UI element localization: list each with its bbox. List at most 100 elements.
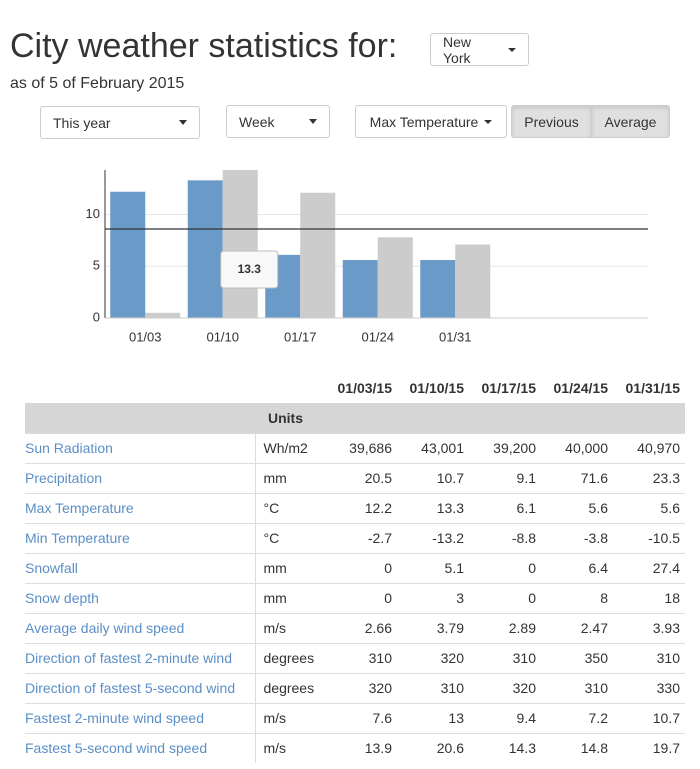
units-header: Units [255,403,325,433]
row-value: 9.1 [469,462,541,493]
row-value: 350 [541,642,613,673]
row-value: 7.2 [541,702,613,733]
bar [420,260,456,318]
row-value: 18 [613,582,685,613]
table-row: Sun Radiation Wh/m2 39,686 43,001 39,200 40,0… [25,432,685,463]
row-unit: °C [254,522,325,553]
period-label: This year [53,114,111,131]
header-cell [25,373,255,403]
row-name: Average daily wind speed [25,612,255,643]
interval-select[interactable]: Week [226,105,330,138]
row-value: 320 [469,672,541,703]
row-value: 13.3 [397,492,469,523]
city-label: New York [443,33,472,66]
row-value: 6.4 [541,552,613,583]
row-value: 310 [325,642,397,673]
row-value: 2.66 [325,612,397,643]
bar [342,260,378,318]
x-tick-label: 01/24 [361,329,394,344]
units-cell [613,403,685,433]
row-value: -10.5 [613,522,685,553]
row-value: 40,000 [541,432,613,463]
row-unit: mm [254,462,325,493]
toggle-label: Average [604,113,657,130]
row-value: 39,686 [325,432,397,463]
row-unit: mm [254,552,325,583]
x-tick-label: 01/10 [206,329,239,344]
row-value: 20.5 [325,462,397,493]
row-value: 23.3 [613,462,685,493]
units-cell [25,403,255,433]
column-header: 01/03/15 [337,380,393,396]
row-value: 310 [613,642,685,673]
row-value: 13 [397,702,469,733]
row-value: 310 [397,672,469,703]
row-value: 10.7 [613,702,685,733]
row-name: Max Temperature [25,492,255,523]
row-value: 6.1 [469,492,541,523]
row-value: 43,001 [397,432,469,463]
row-value: 3.93 [613,612,685,643]
units-cell [469,403,541,433]
row-value: 10.7 [397,462,469,493]
table-row: Snow depth mm 0 3 0 8 18 [25,582,685,613]
table-row: Average daily wind speed m/s 2.66 3.79 2.89 2… [25,612,685,643]
chart: 0 5 10 01/03 01/10 01/17 01/24 01/31 13.3 [86,170,648,344]
column-header: 01/17/15 [481,380,537,396]
row-name: Snow depth [25,582,255,613]
row-name: Precipitation [25,462,255,493]
bar [222,170,258,318]
row-unit: degrees [254,642,325,673]
column-header: 01/10/15 [409,380,465,396]
table-row: Max Temperature °C 12.2 13.3 6.1 5.6 5.6 [25,492,685,523]
bar [187,180,223,318]
row-value: -2.7 [325,522,397,553]
interval-label: Week [239,113,275,130]
row-name: Min Temperature [25,522,255,553]
row-value: 14.3 [469,732,541,763]
table-row: Direction of fastest 5-second wind degree… [25,672,685,703]
y-tick-label: 5 [93,258,100,273]
row-value: 0 [325,582,397,613]
row-value: 7.6 [325,702,397,733]
period-select[interactable]: This year [40,106,200,139]
x-tick-label: 01/17 [284,329,317,344]
row-value: -13.2 [397,522,469,553]
bar [110,191,146,318]
row-value: 39,200 [469,432,541,463]
row-value: 20.6 [397,732,469,763]
y-tick-label: 0 [93,309,100,324]
table-row: Fastest 5-second wind speed m/s 13.9 20.6 14… [25,732,685,763]
row-name: Snowfall [25,552,255,583]
row-value: 320 [397,642,469,673]
bar [300,192,336,318]
x-tick-label: 01/31 [439,329,472,344]
row-value: 5.6 [541,492,613,523]
tooltip-label: 13.3 [238,262,262,276]
row-unit: m/s [254,732,325,763]
measure-dropdown[interactable]: Max Temperature [355,105,507,138]
toggle-button[interactable]: Average [591,105,670,138]
row-value: 5.1 [397,552,469,583]
row-name: Fastest 5-second wind speed [25,732,255,763]
city-dropdown[interactable]: New York [430,33,529,66]
subtitle: as of 5 of February 2015 [10,75,185,92]
row-value: 5.6 [613,492,685,523]
table-row: Direction of fastest 2-minute wind degree… [25,642,685,673]
row-value: 0 [469,582,541,613]
row-value: 2.89 [469,612,541,643]
row-name: Sun Radiation [25,432,255,463]
bar [455,244,491,318]
x-tick-label: 01/03 [129,329,162,344]
toggle-label: Previous [524,113,579,130]
toggle-button[interactable]: Previous [511,105,592,138]
column-header: 01/31/15 [625,380,681,396]
row-name: Direction of fastest 2-minute wind [25,642,255,673]
y-tick-label: 10 [86,206,100,221]
table-row: Snowfall mm 0 5.1 0 6.4 27.4 [25,552,685,583]
row-value: 3.79 [397,612,469,643]
units-row: Units [25,403,685,433]
page-title: City weather statistics for: [10,27,398,65]
row-value: 0 [469,552,541,583]
